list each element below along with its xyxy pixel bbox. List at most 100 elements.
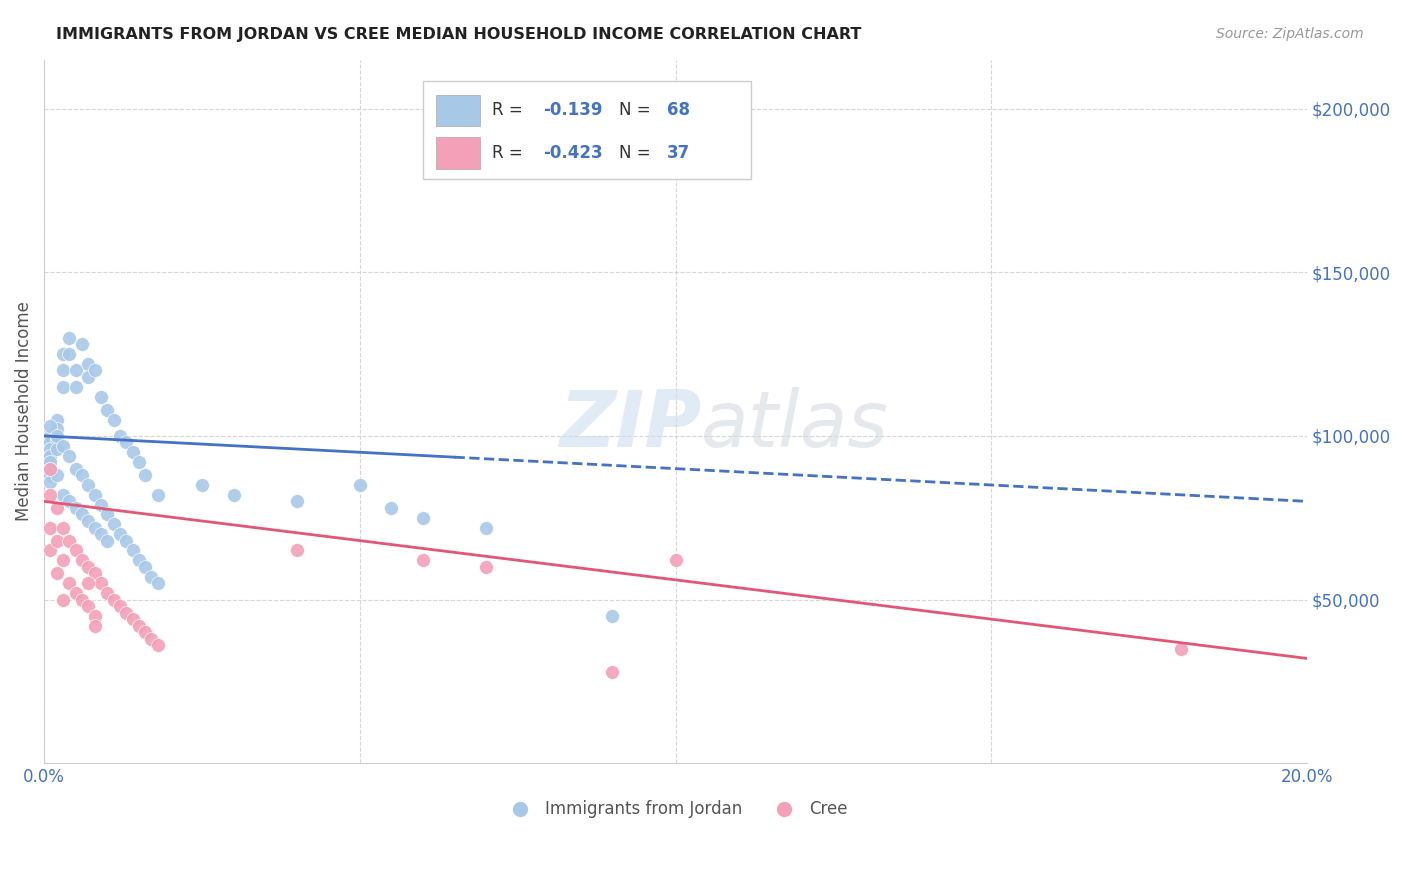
Point [39,475,62,489]
Point [108,527,131,541]
Point [121,543,143,558]
Point [664,553,686,567]
Point [52,380,75,394]
Point [52,520,75,534]
Point [83,520,105,534]
Point [222,488,245,502]
Point [83,608,105,623]
Point [141,569,163,583]
Point [134,559,156,574]
Point [39,435,62,450]
Point [77,599,100,613]
Point [285,543,308,558]
Point [65,543,87,558]
Point [39,455,62,469]
Point [115,435,138,450]
Point [70,592,93,607]
Point [108,429,131,443]
Point [115,533,138,548]
Point [90,498,112,512]
Point [108,599,131,613]
Text: ZIP: ZIP [558,387,700,464]
Point [45,422,67,436]
Point [45,500,67,515]
Point [90,527,112,541]
Point [77,576,100,591]
FancyBboxPatch shape [436,137,479,169]
Point [39,488,62,502]
Point [58,347,80,361]
Point [83,488,105,502]
Text: R =: R = [492,145,529,162]
Text: R =: R = [492,102,529,120]
Point [1170,641,1192,656]
Point [58,331,80,345]
FancyBboxPatch shape [423,80,751,179]
Point [141,632,163,646]
Point [77,370,100,384]
Point [45,442,67,456]
Point [90,390,112,404]
Point [39,543,62,558]
Point [115,606,138,620]
Point [70,468,93,483]
Point [349,478,371,492]
Point [103,412,125,426]
Point [77,357,100,371]
Text: atlas: atlas [700,387,889,464]
Point [70,553,93,567]
Text: N =: N = [619,102,655,120]
Point [65,461,87,475]
Point [52,553,75,567]
Point [45,432,67,446]
Point [90,576,112,591]
Point [96,402,118,417]
Point [39,419,62,434]
Point [77,478,100,492]
Point [52,439,75,453]
Point [70,337,93,351]
Legend: Immigrants from Jordan, Cree: Immigrants from Jordan, Cree [496,794,855,825]
Point [146,638,169,652]
Text: 68: 68 [666,102,690,120]
Point [39,461,62,475]
Text: IMMIGRANTS FROM JORDAN VS CREE MEDIAN HOUSEHOLD INCOME CORRELATION CHART: IMMIGRANTS FROM JORDAN VS CREE MEDIAN HO… [56,27,862,42]
Point [45,566,67,581]
Point [83,566,105,581]
Point [45,412,67,426]
Text: 37: 37 [666,145,690,162]
Point [121,612,143,626]
Point [134,468,156,483]
Point [39,449,62,463]
Y-axis label: Median Household Income: Median Household Income [15,301,32,521]
Point [83,618,105,632]
Point [45,468,67,483]
Point [77,559,100,574]
Point [602,608,624,623]
Point [128,455,150,469]
Point [412,553,434,567]
Point [83,363,105,377]
Point [52,592,75,607]
Point [103,517,125,532]
Point [96,508,118,522]
Point [39,442,62,456]
Point [146,488,169,502]
Point [65,586,87,600]
Point [70,508,93,522]
Point [285,494,308,508]
Point [96,586,118,600]
Point [39,461,62,475]
Point [58,449,80,463]
Point [39,520,62,534]
Text: -0.139: -0.139 [543,102,602,120]
FancyBboxPatch shape [436,95,479,127]
Point [39,429,62,443]
Point [146,576,169,591]
Point [65,363,87,377]
Text: Source: ZipAtlas.com: Source: ZipAtlas.com [1216,27,1364,41]
Point [58,533,80,548]
Point [412,510,434,524]
Point [65,380,87,394]
Point [602,665,624,679]
